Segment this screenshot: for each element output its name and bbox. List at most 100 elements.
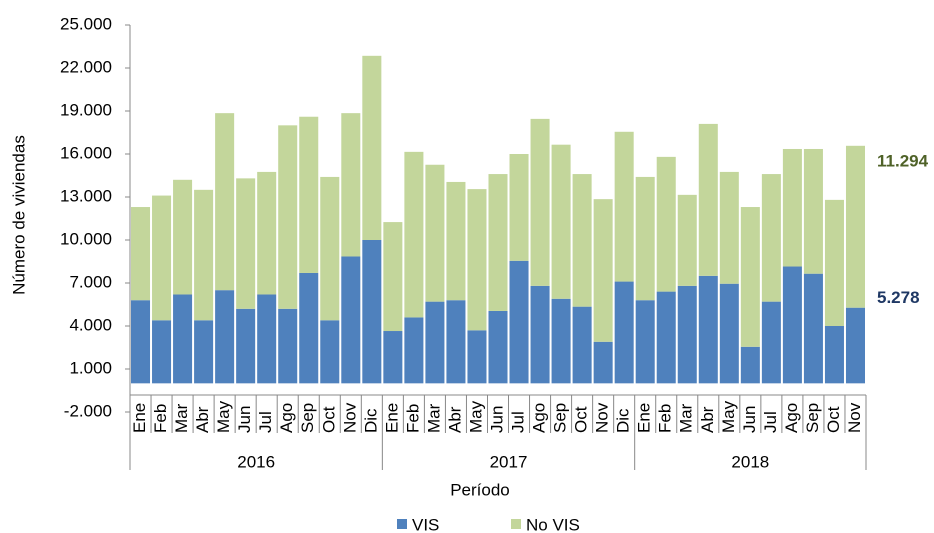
bar-segment (719, 171, 739, 284)
bar-segment (278, 125, 298, 309)
bar-segment (803, 148, 823, 274)
x-tick-label: Ago (530, 403, 549, 433)
bar-segment (698, 123, 718, 276)
bar-segment (551, 298, 571, 384)
x-tick-label: Sep (298, 403, 317, 433)
x-tick-label: Nov (845, 402, 864, 433)
bar-segment (677, 285, 697, 384)
bar-segment (845, 145, 865, 308)
x-tick-label: Sep (803, 403, 822, 433)
bar-segment (782, 148, 802, 267)
bar-segment (257, 294, 277, 384)
bar-segment (131, 300, 151, 384)
x-tick-label: Ene (130, 403, 149, 433)
bar-segment (635, 300, 655, 384)
y-tick-label: 13.000 (60, 186, 112, 205)
bar-segment (698, 275, 718, 384)
x-tick-label: Ene (635, 403, 654, 433)
x-tick-label: Ene (382, 403, 401, 433)
bar-segment (656, 156, 676, 292)
bar-segment (593, 199, 613, 342)
bar-segment (299, 116, 319, 273)
legend-swatch (511, 519, 521, 529)
x-tick-label: May (466, 400, 485, 433)
bar-segment (635, 176, 655, 301)
bar-segment (194, 320, 214, 384)
y-tick-label: 25.000 (60, 14, 112, 33)
legend-label: VIS (412, 515, 439, 533)
bar-segment (761, 174, 781, 302)
bar-segment (530, 118, 550, 286)
x-tick-label: May (214, 400, 233, 433)
bar-segment (614, 131, 634, 282)
bar-segment (299, 272, 319, 384)
group-label: 2017 (490, 452, 528, 471)
data-label: 5.278 (877, 288, 920, 307)
bar-segment (362, 55, 382, 240)
bar-segment (341, 113, 361, 257)
group-label: 2016 (237, 452, 275, 471)
x-tick-label: Jun (740, 406, 759, 433)
y-tick-label: 10.000 (60, 229, 112, 248)
x-axis-title: Período (450, 480, 510, 499)
x-tick-label: Abr (698, 406, 717, 433)
x-tick-label: Abr (193, 406, 212, 433)
x-tick-label: Ago (277, 403, 296, 433)
bar-segment (509, 154, 529, 261)
bar-segment (614, 281, 634, 384)
bar-segment (152, 195, 172, 321)
bar-segment (740, 207, 760, 347)
x-tick-label: Nov (593, 402, 612, 433)
bar-segment (530, 285, 550, 384)
y-tick-label: 16.000 (60, 143, 112, 162)
bar-segment (488, 174, 508, 311)
bar-segment (509, 260, 529, 384)
x-tick-label: Jun (487, 406, 506, 433)
bar-segment (488, 310, 508, 384)
y-tick-label: -2.000 (64, 401, 112, 420)
x-tick-label: Oct (824, 406, 843, 433)
group-label: 2018 (731, 452, 769, 471)
y-tick-label: 7.000 (69, 272, 112, 291)
bar-segment (173, 294, 193, 384)
bar-segment (383, 331, 403, 384)
bar-segment (677, 194, 697, 286)
legend-label: No VIS (526, 515, 580, 533)
legend-swatch (397, 519, 407, 529)
x-tick-label: Mar (424, 403, 443, 433)
x-tick-label: Jul (761, 411, 780, 433)
x-tick-label: Abr (445, 406, 464, 433)
bar-segment (782, 266, 802, 384)
x-tick-label: Oct (319, 406, 338, 433)
bar-segment (824, 326, 844, 384)
bar-segment (572, 306, 592, 384)
bar-segment (425, 301, 445, 384)
bar-segment (320, 176, 340, 321)
x-tick-label: Feb (656, 404, 675, 433)
bar-segment (131, 207, 151, 301)
x-tick-label: Nov (340, 402, 359, 433)
bar-segment (278, 308, 298, 384)
bar-segment (761, 301, 781, 384)
bar-segment (173, 179, 193, 295)
bar-segment (593, 341, 613, 384)
data-label: 11.294 (877, 151, 929, 170)
y-tick-label: 22.000 (60, 57, 112, 76)
bar-segment (467, 330, 487, 384)
bar-segment (446, 181, 466, 301)
bar-segment (257, 171, 277, 295)
bar-segment (215, 290, 235, 384)
x-tick-label: Ago (782, 403, 801, 433)
bar-segment (194, 189, 214, 321)
bar-segment (362, 240, 382, 384)
bar-segment (236, 178, 256, 309)
y-axis-title: Número de viviendas (9, 135, 28, 295)
x-tick-label: Sep (551, 403, 570, 433)
x-tick-label: Feb (151, 404, 170, 433)
x-tick-label: May (719, 400, 738, 433)
bar-segment (152, 320, 172, 384)
x-tick-label: Feb (403, 404, 422, 433)
bar-segment (467, 189, 487, 331)
bar-segment (446, 300, 466, 384)
